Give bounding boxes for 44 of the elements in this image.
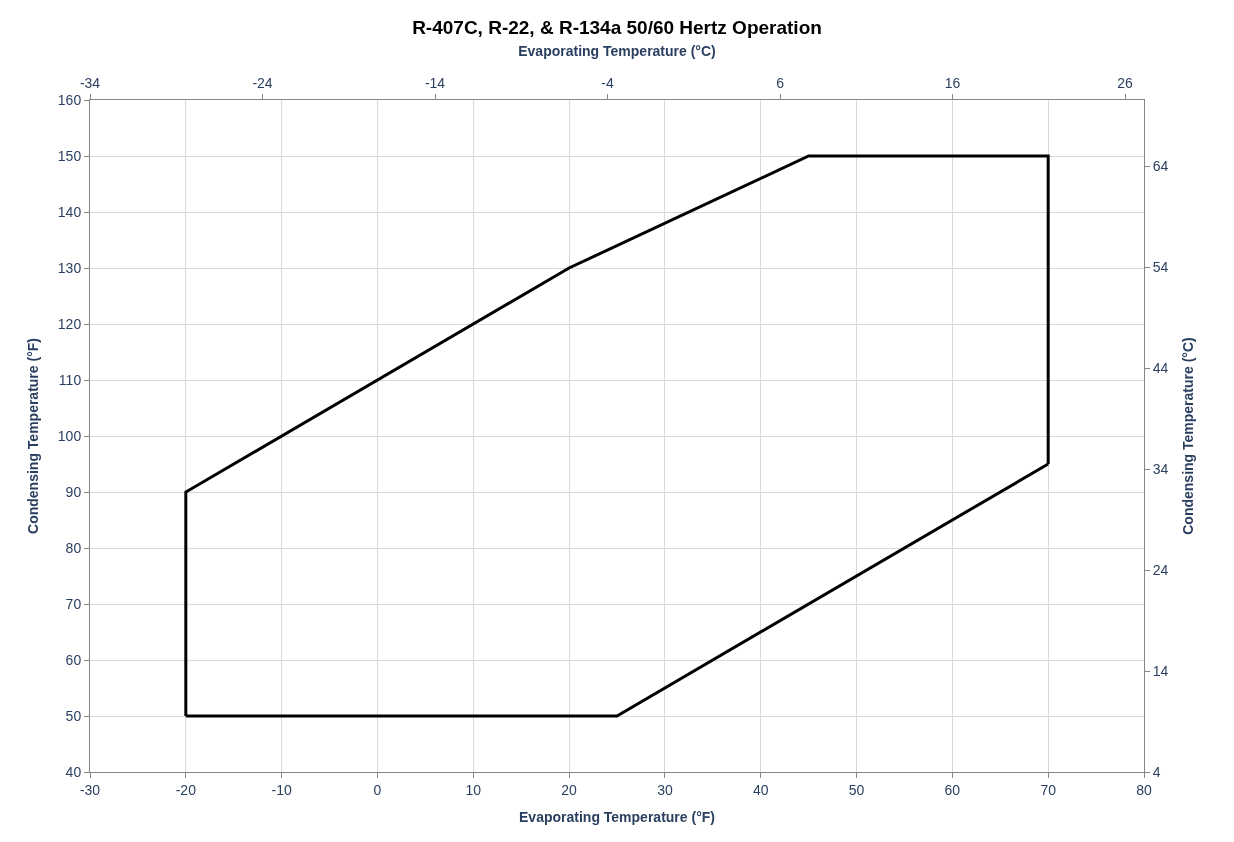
y-tick-label: 140 <box>57 203 82 220</box>
y-tick-label: 70 <box>65 595 82 612</box>
x-tick-label: 30 <box>657 781 673 798</box>
y-tick-label: 100 <box>57 427 82 444</box>
y-tick-label: 150 <box>57 147 82 164</box>
y-tick-label: 120 <box>57 315 82 332</box>
x2-tick-label: -4 <box>601 75 614 92</box>
x-tick-label: 50 <box>848 781 865 798</box>
x-axis-title: Evaporating Temperature (°F) <box>519 809 715 826</box>
x-tick-label: 60 <box>944 781 961 798</box>
y-tick-label: 50 <box>65 707 82 724</box>
y-tick-label: 80 <box>65 539 82 556</box>
x2-tick-label: -24 <box>252 75 273 92</box>
y-tick-label: 110 <box>58 371 82 388</box>
y2-tick-label: 24 <box>1152 562 1169 579</box>
y2-axis-title: Condensing Temperature (°C) <box>1179 337 1196 535</box>
y2-tick-label: 14 <box>1152 663 1169 679</box>
y2-tick-label: 4 <box>1152 763 1161 780</box>
y2-tick-label: 54 <box>1152 259 1169 276</box>
y2-tick-label: 64 <box>1152 158 1169 175</box>
y-tick-label: 40 <box>65 763 82 780</box>
x-tick-label: 0 <box>373 781 382 798</box>
y-axis-title: Condensing Temperature (°F) <box>25 338 42 534</box>
x2-tick-label: -34 <box>79 75 101 92</box>
y2-tick-label: 34 <box>1152 461 1169 478</box>
x-tick-label: -30 <box>79 781 101 798</box>
y2-tick-label: 44 <box>1152 360 1169 377</box>
x-tick-label: 80 <box>1136 781 1152 798</box>
x2-tick-label: 6 <box>776 75 785 92</box>
x-tick-label: 70 <box>1040 781 1057 798</box>
chart-title: R-407C, R-22, & R-134a 50/60 Hertz Operation <box>412 17 822 39</box>
y-tick-label: 130 <box>57 259 82 276</box>
x-tick-label: -20 <box>175 781 197 798</box>
x2-tick-label: 26 <box>1117 75 1134 92</box>
y-tick-label: 60 <box>65 651 82 668</box>
x-tick-label: 20 <box>561 781 578 798</box>
x-tick-label: -10 <box>271 781 292 798</box>
x2-tick-label: -14 <box>424 75 446 92</box>
x-tick-label: 10 <box>465 781 482 798</box>
y-tick-label: 90 <box>65 483 82 500</box>
y-tick-label: 160 <box>57 91 82 108</box>
x-tick-label: 40 <box>752 781 769 798</box>
x2-tick-label: 16 <box>944 75 961 92</box>
x2-axis-title: Evaporating Temperature (°C) <box>518 43 716 59</box>
